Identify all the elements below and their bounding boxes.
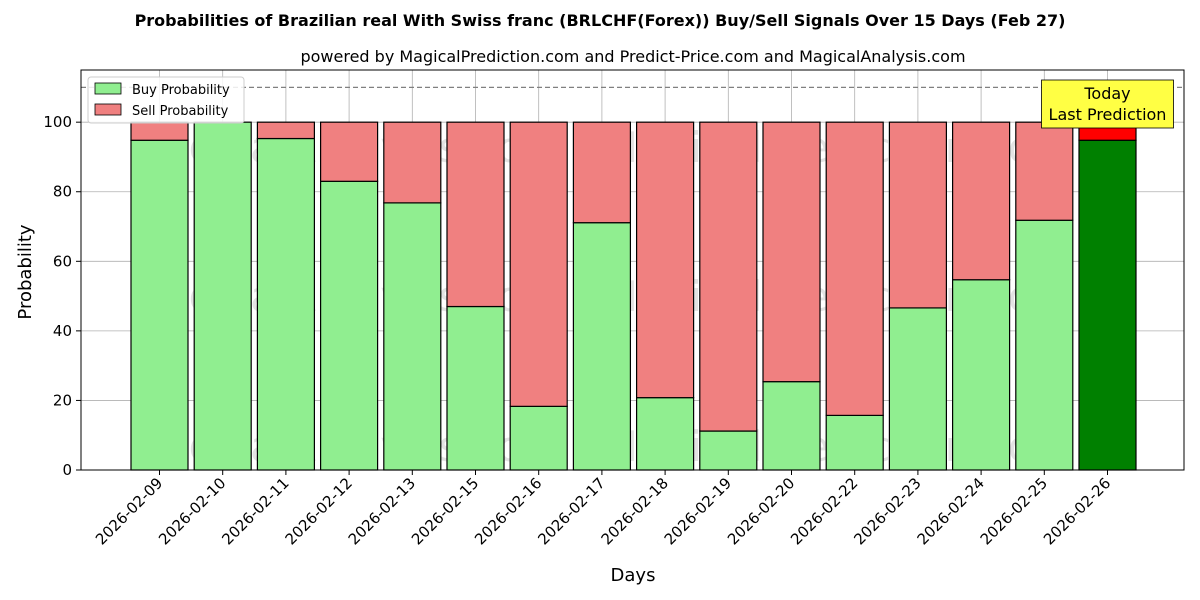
x-tick-label: 2026-02-15 xyxy=(408,474,482,548)
x-tick-label: 2026-02-09 xyxy=(92,474,166,548)
bar-sell-2026-02-12 xyxy=(320,121,379,182)
y-tick-label: 20 xyxy=(53,391,72,409)
legend-box xyxy=(87,76,245,124)
legend-swatch-buy xyxy=(94,82,122,95)
x-tick-label: 2026-02-20 xyxy=(724,474,798,548)
bar-sell-2026-02-18 xyxy=(635,121,695,399)
bar-sell-2026-02-20 xyxy=(762,121,821,383)
bar-sell-2026-02-23 xyxy=(888,121,948,309)
bar-buy-2026-02-13 xyxy=(383,202,442,471)
annotation-box xyxy=(1041,79,1174,129)
chart-subtitle: powered by MagicalPrediction.com and Pre… xyxy=(300,47,965,66)
y-tick-label: 80 xyxy=(53,183,72,201)
x-axis-ticks: 2026-02-092026-02-102026-02-112026-02-12… xyxy=(92,470,1114,548)
bar-buy-2026-02-10 xyxy=(193,121,252,471)
bar-sell-2026-02-16 xyxy=(509,121,568,407)
plot-frame xyxy=(80,69,1185,471)
x-tick-label: 2026-02-18 xyxy=(598,474,672,548)
bar-sell-2026-02-15 xyxy=(446,121,505,308)
chart-title: Probabilities of Brazilian real With Swi… xyxy=(135,11,1066,30)
x-tick-label: 2026-02-25 xyxy=(977,474,1051,548)
bar-sell-2026-02-19 xyxy=(699,121,758,432)
bar-buy-2026-02-16 xyxy=(509,405,568,471)
bar-buy-2026-02-24 xyxy=(951,279,1011,471)
bar-buy-2026-02-26 xyxy=(1078,139,1137,471)
y-tick-label: 60 xyxy=(53,252,72,270)
x-tick-label: 2026-02-12 xyxy=(282,474,356,548)
y-tick-label: 100 xyxy=(43,113,72,131)
x-axis-label: Days xyxy=(611,565,656,586)
legend: Buy Probability Sell Probability xyxy=(87,76,245,124)
bar-sell-2026-02-17 xyxy=(572,121,632,224)
bar-buy-2026-02-09 xyxy=(130,139,189,471)
bar-buy-2026-02-19 xyxy=(699,430,758,471)
bar-buy-2026-02-20 xyxy=(762,381,821,471)
bar-layer xyxy=(130,121,1137,471)
y-tick-label: 40 xyxy=(53,322,72,340)
y-axis-ticks: 0 20 40 60 80 100 xyxy=(43,113,81,479)
bar-sell-2026-02-25 xyxy=(1015,121,1074,221)
bar-buy-2026-02-17 xyxy=(572,222,632,471)
x-tick-label: 2026-02-11 xyxy=(218,474,292,548)
x-tick-label: 2026-02-23 xyxy=(850,474,924,548)
x-tick-label: 2026-02-24 xyxy=(914,474,988,548)
today-annotation: Today Last Prediction xyxy=(1041,79,1174,129)
x-tick-label: 2026-02-13 xyxy=(345,474,419,548)
y-tick-label: 0 xyxy=(62,461,72,479)
x-tick-label: 2026-02-26 xyxy=(1040,474,1114,548)
bar-buy-2026-02-22 xyxy=(825,414,884,471)
x-tick-label: 2026-02-19 xyxy=(661,474,735,548)
bar-buy-2026-02-18 xyxy=(635,397,695,471)
bar-buy-2026-02-11 xyxy=(256,137,315,471)
legend-swatch-sell xyxy=(94,103,122,116)
bar-buy-2026-02-23 xyxy=(888,307,948,471)
x-tick-label: 2026-02-22 xyxy=(787,474,861,548)
annotation-line-last-prediction: Last Prediction xyxy=(1049,105,1167,124)
x-tick-label: 2026-02-17 xyxy=(534,474,608,548)
bar-buy-2026-02-15 xyxy=(446,305,505,471)
bar-buy-2026-02-25 xyxy=(1015,219,1074,471)
bar-sell-2026-02-24 xyxy=(951,121,1011,281)
bar-sell-2026-02-13 xyxy=(383,121,442,204)
bar-sell-2026-02-09 xyxy=(130,121,189,141)
bar-buy-2026-02-12 xyxy=(320,180,379,471)
x-tick-label: 2026-02-10 xyxy=(155,474,229,548)
legend-label-sell: Sell Probability xyxy=(132,104,229,119)
x-tick-label: 2026-02-16 xyxy=(471,474,545,548)
annotation-line-today: Today xyxy=(1083,84,1130,103)
bar-sell-2026-02-22 xyxy=(825,121,884,416)
bar-sell-2026-02-11 xyxy=(256,121,315,140)
legend-label-buy: Buy Probability xyxy=(132,83,230,98)
y-axis-label: Probability xyxy=(15,224,36,319)
